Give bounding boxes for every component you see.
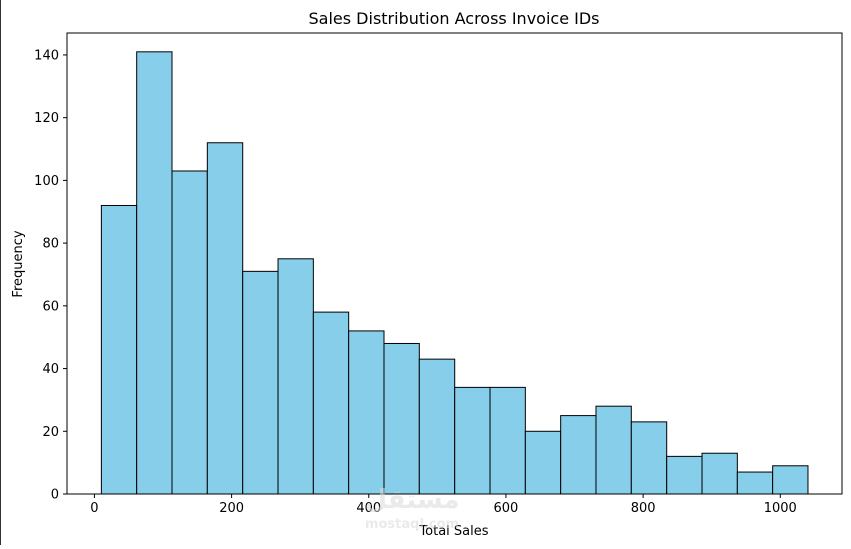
histogram-bar-17 (666, 455, 703, 495)
histogram-bar-9 (383, 342, 420, 495)
y-tick-label: 60 (42, 299, 59, 314)
histogram-bar-10 (418, 358, 456, 495)
histogram-bar-14 (560, 415, 597, 495)
histogram-bar-7 (312, 311, 350, 495)
histogram-bar-16 (630, 421, 668, 495)
x-tick-label: 400 (356, 501, 381, 516)
histogram-bar-4 (206, 142, 244, 495)
histogram-bar-6 (277, 258, 314, 495)
plot-frame (66, 32, 843, 495)
frame-left-border (0, 0, 1, 545)
histogram-bars (100, 51, 809, 495)
watermark-arabic: مستقل (364, 485, 459, 515)
y-axis-label: Frequency (11, 230, 26, 297)
histogram-bar-1 (100, 204, 138, 495)
histogram-bar-11 (454, 386, 491, 495)
histogram-bar-19 (736, 471, 774, 495)
histogram-bar-2 (136, 51, 173, 495)
histogram-bar-18 (701, 452, 738, 495)
x-tick-label: 600 (494, 501, 519, 516)
y-axis-ticks: 0 20 40 60 80 100 120 140 (34, 48, 67, 503)
histogram-bar-5 (242, 270, 279, 495)
y-tick-label: 80 (42, 237, 59, 252)
y-tick-label: 0 (51, 488, 59, 503)
watermark: مستقل mostaql.com (364, 485, 459, 532)
y-tick-label: 100 (34, 174, 59, 189)
histogram-bar-8 (348, 330, 385, 495)
x-tick-label: 0 (90, 501, 98, 516)
histogram-bar-3 (171, 170, 208, 495)
histogram-bar-20 (772, 465, 809, 495)
y-tick-label: 20 (42, 425, 59, 440)
x-axis-ticks: 0 200 400 600 800 1000 (90, 494, 797, 516)
x-axis-label: Total Sales (418, 524, 488, 539)
y-tick-label: 140 (34, 48, 59, 63)
x-tick-label: 1000 (764, 501, 797, 516)
histogram-bar-12 (489, 386, 526, 495)
histogram-bar-13 (524, 430, 562, 495)
x-tick-label: 200 (219, 501, 244, 516)
watermark-latin: mostaql.com (365, 517, 459, 532)
histogram-bar-15 (595, 405, 632, 495)
chart-title: Sales Distribution Across Invoice IDs (309, 9, 600, 28)
y-tick-label: 120 (34, 111, 59, 126)
y-tick-label: 40 (42, 362, 59, 377)
x-tick-label: 800 (631, 501, 656, 516)
